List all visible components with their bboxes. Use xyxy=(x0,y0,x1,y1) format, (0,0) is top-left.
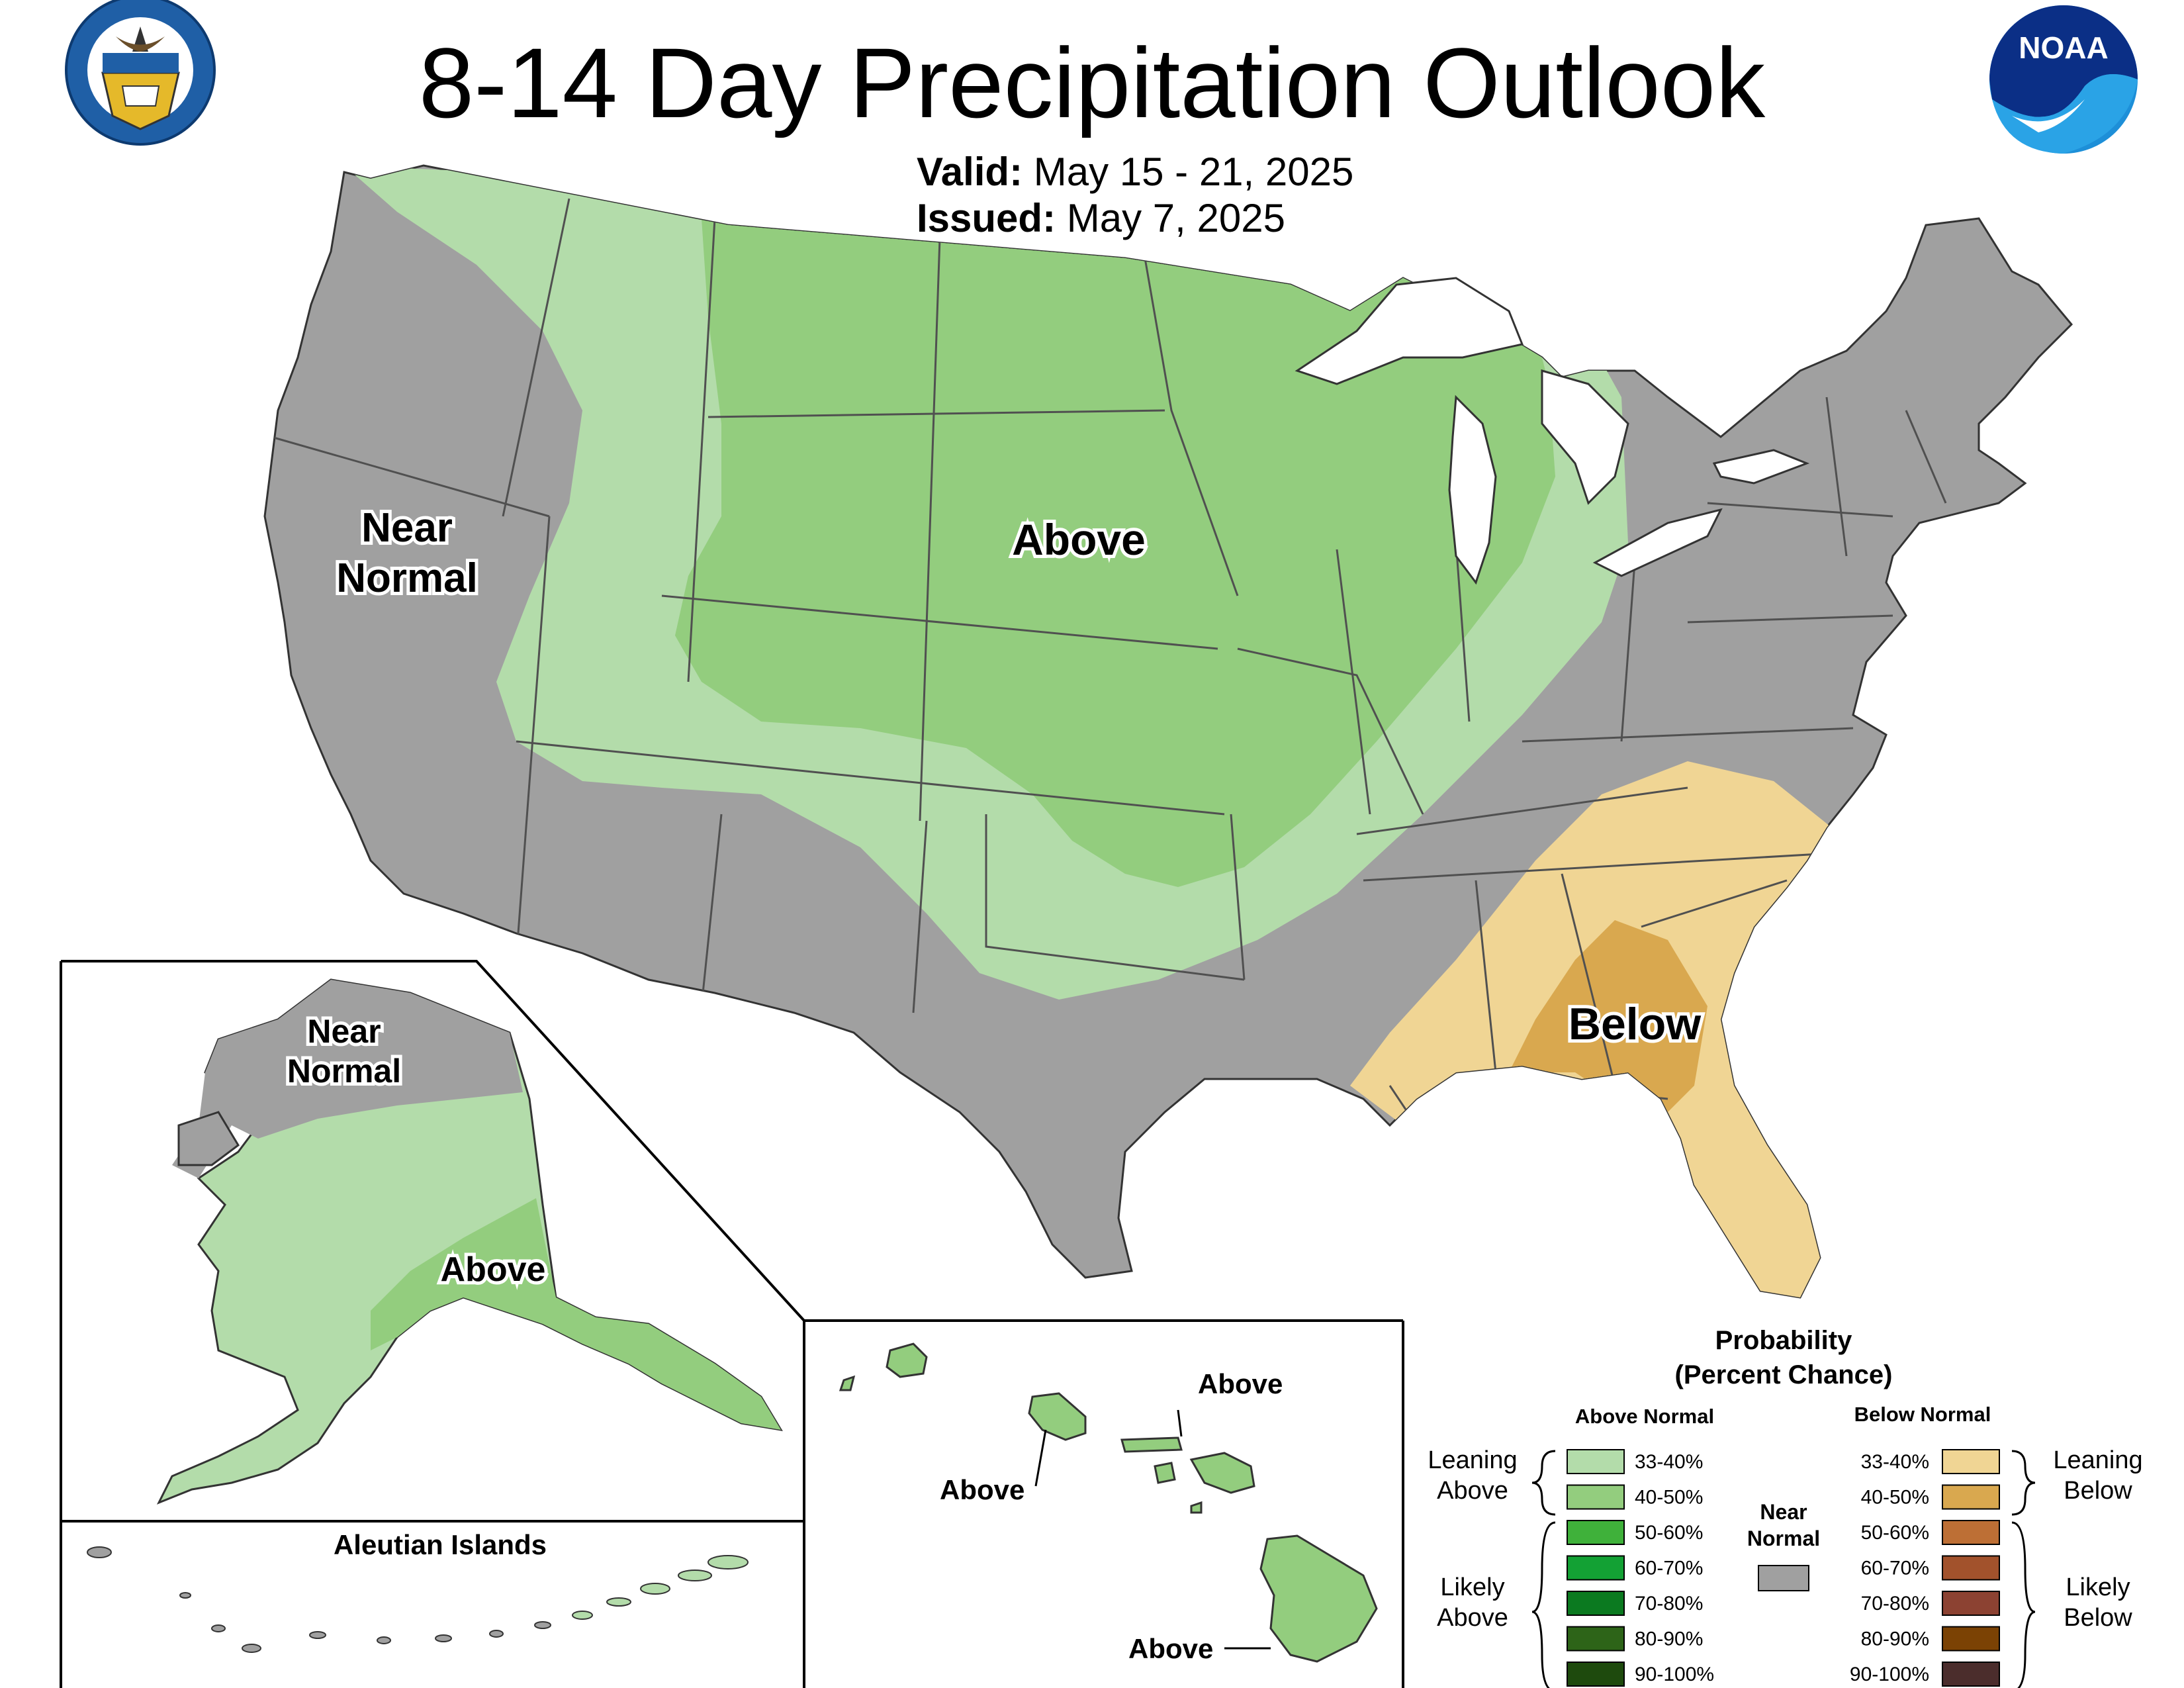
hawaii-map xyxy=(839,1342,1378,1663)
leaning-below-label-1: Leaning xyxy=(2053,1446,2142,1474)
issued-line: Issued: May 7, 2025 xyxy=(917,196,1285,241)
legend-below-swatch-3 xyxy=(1942,1555,2000,1581)
kauai-island xyxy=(886,1342,928,1378)
legend-above-swatch-label-1: 40-50% xyxy=(1635,1487,1703,1509)
legend-near-normal-1: Near xyxy=(1760,1500,1807,1524)
state-boundaries xyxy=(271,198,1947,1126)
oahu-island xyxy=(1028,1392,1087,1441)
legend-above-swatch-3 xyxy=(1567,1555,1625,1581)
niihau-island xyxy=(839,1375,856,1391)
likely-below-label-2: Below xyxy=(2064,1604,2132,1632)
legend-above-swatch-label-2: 50-60% xyxy=(1635,1522,1703,1544)
legend-near-normal-swatch xyxy=(1758,1565,1809,1591)
likely-above-label-2: Above xyxy=(1437,1604,1508,1632)
lake-superior xyxy=(1295,277,1524,385)
issued-value: May 7, 2025 xyxy=(1066,196,1285,240)
hawaii-above-label-1: Above xyxy=(1198,1368,1283,1399)
hawaii-leader-lines xyxy=(1034,1409,1271,1650)
legend-above-header: Above Normal xyxy=(1575,1405,1714,1428)
legend-below-swatch-label-1: 40-50% xyxy=(1861,1487,1929,1509)
great-lakes xyxy=(1295,277,1810,585)
conus-near-normal-label-1: Near xyxy=(361,505,453,551)
above-swatches: 33-40% 40-50% 50-60% 60-70% 70-80% 80-90% 90-1… xyxy=(1567,1449,1714,1687)
legend-below-swatch-5 xyxy=(1942,1626,2000,1652)
legend-below-swatch-label-5: 80-90% xyxy=(1861,1628,1929,1650)
noaa-logo: NOAA xyxy=(1989,5,2138,154)
alaska-map: Near Normal Above xyxy=(156,978,783,1505)
valid-label: Valid: xyxy=(917,150,1023,194)
legend-title-2: (Percent Chance) xyxy=(1675,1360,1893,1389)
kahoolawe-island xyxy=(1190,1501,1203,1514)
above-likely-area xyxy=(675,218,1555,887)
legend-above-swatch-4 xyxy=(1567,1591,1625,1616)
leaning-below-label-2: Below xyxy=(2064,1477,2132,1505)
below-likely-area xyxy=(1509,920,1707,1112)
maui-island xyxy=(1189,1452,1255,1494)
legend-title-1: Probability xyxy=(1715,1326,1852,1355)
legend-above-swatch-label-5: 80-90% xyxy=(1635,1628,1703,1650)
hawaii-above-label-3: Above xyxy=(1128,1633,1213,1664)
lake-michigan xyxy=(1448,395,1497,585)
below-swatches: 33-40% 40-50% 50-60% 60-70% 70-80% 80-90% 90-1… xyxy=(1850,1449,2000,1687)
alaska-near-normal-label-2: Normal xyxy=(287,1053,401,1090)
legend-below-header: Below Normal xyxy=(1854,1403,1991,1426)
valid-value: May 15 - 21, 2025 xyxy=(1033,150,1354,194)
valid-line: Valid: May 15 - 21, 2025 xyxy=(917,150,1353,195)
big-island xyxy=(1259,1534,1378,1663)
legend-above-swatch-label-6: 90-100% xyxy=(1635,1664,1714,1685)
lake-huron xyxy=(1541,369,1629,505)
alaska-near-normal-label-1: Near xyxy=(307,1013,381,1050)
legend-above-swatch-0 xyxy=(1567,1449,1625,1474)
lake-ontario xyxy=(1712,449,1810,485)
leaning-above-label-1: Leaning xyxy=(1428,1446,1517,1474)
legend-braces xyxy=(1531,1450,2036,1688)
likely-below-label-1: Likely xyxy=(2066,1573,2130,1601)
legend-below-swatch-4 xyxy=(1942,1591,2000,1616)
aleutian-islands: Aleutian Islands xyxy=(87,1529,749,1653)
legend-below-swatch-label-6: 90-100% xyxy=(1850,1664,1929,1685)
alaska-inset-frame xyxy=(60,960,805,1688)
molokai-island xyxy=(1120,1436,1183,1453)
legend-above-swatch-label-4: 70-80% xyxy=(1635,1593,1703,1615)
legend-below-swatch-6 xyxy=(1942,1662,2000,1687)
conus-above-label: Above xyxy=(1012,515,1146,564)
hawaii-above-label-2: Above xyxy=(940,1474,1024,1505)
alaska-above-likely-area xyxy=(371,1198,781,1430)
likely-above-label-1: Likely xyxy=(1440,1573,1504,1601)
legend-below-swatch-label-0: 33-40% xyxy=(1861,1451,1929,1473)
legend-above-swatch-5 xyxy=(1567,1626,1625,1652)
lake-erie xyxy=(1592,508,1723,577)
aleutian-label: Aleutian Islands xyxy=(334,1529,547,1560)
leaning-above-label-2: Above xyxy=(1437,1477,1508,1505)
alaska-near-normal-area xyxy=(172,980,523,1178)
noaa-logo-text: NOAA xyxy=(2019,30,2108,65)
conus-near-normal-label-2: Normal xyxy=(336,555,478,601)
legend-near-normal-2: Normal xyxy=(1747,1526,1820,1550)
legend-below-swatch-0 xyxy=(1942,1449,2000,1474)
legend-below-swatch-1 xyxy=(1942,1484,2000,1510)
legend-below-swatch-label-3: 60-70% xyxy=(1861,1558,1929,1579)
issued-label: Issued: xyxy=(917,196,1056,240)
legend-above-swatch-label-0: 33-40% xyxy=(1635,1451,1703,1473)
alaska-above-label: Above xyxy=(441,1250,546,1289)
legend: Probability (Percent Chance) Above Norma… xyxy=(1428,1326,2143,1688)
commerce-seal-logo xyxy=(65,0,216,146)
lanai-island xyxy=(1154,1462,1176,1484)
legend-above-swatch-2 xyxy=(1567,1520,1625,1545)
legend-above-swatch-1 xyxy=(1567,1484,1625,1510)
legend-below-swatch-label-2: 50-60% xyxy=(1861,1522,1929,1544)
legend-above-swatch-6 xyxy=(1567,1662,1625,1687)
legend-below-swatch-label-4: 70-80% xyxy=(1861,1593,1929,1615)
map-title: 8-14 Day Precipitation Outlook xyxy=(418,27,1766,138)
conus-map: Near Normal Above Below xyxy=(263,164,2073,1299)
alaska-nw-peninsula xyxy=(177,1111,240,1166)
conus-below-label: Below xyxy=(1569,999,1702,1049)
legend-above-swatch-label-3: 60-70% xyxy=(1635,1558,1703,1579)
legend-below-swatch-2 xyxy=(1942,1520,2000,1545)
